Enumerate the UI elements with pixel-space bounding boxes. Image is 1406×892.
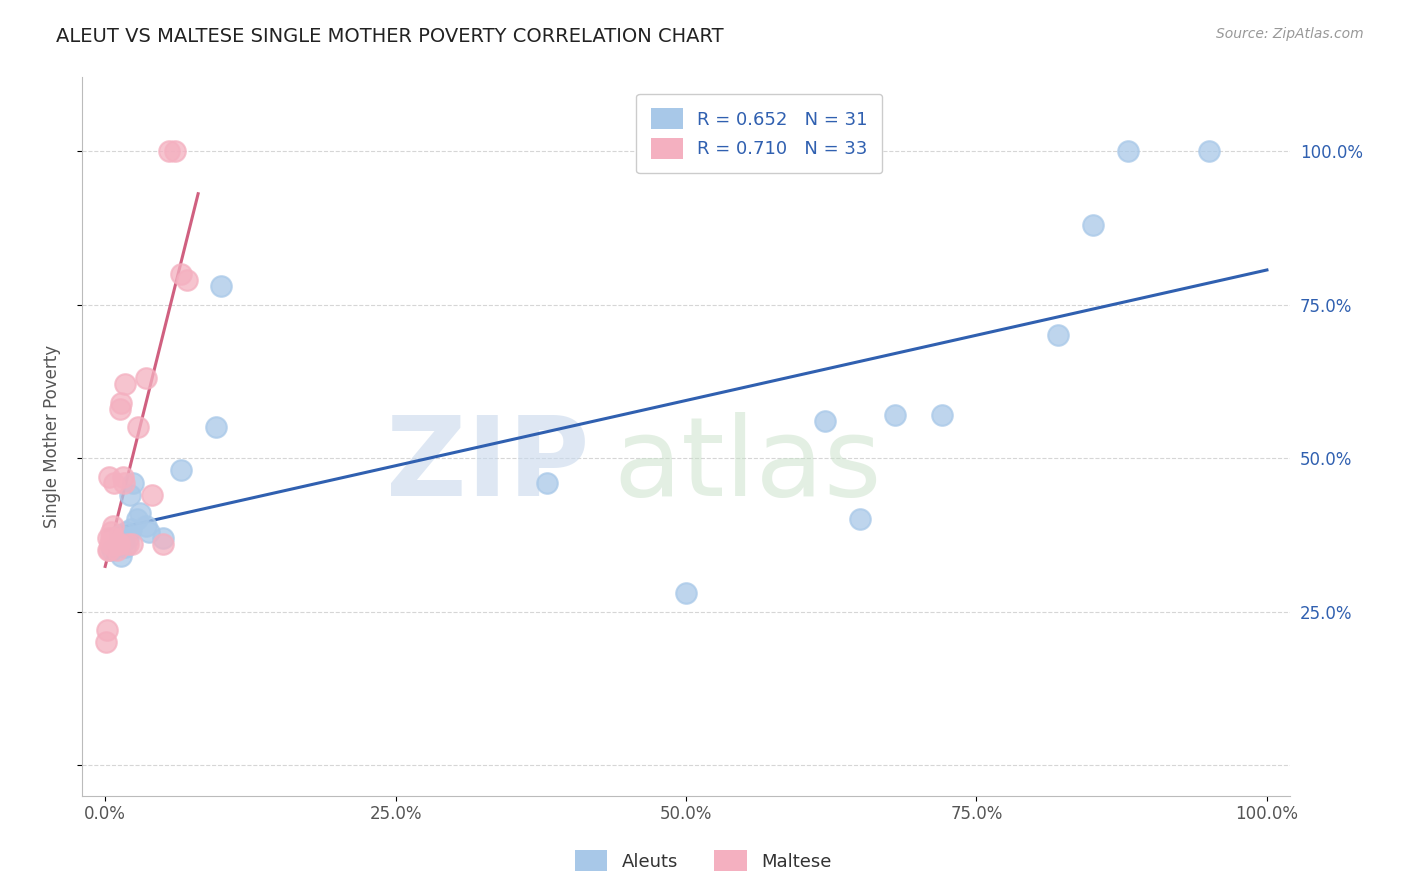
- Point: [117, 531, 139, 545]
- Point: [120, 522, 142, 536]
- Point: [96, 623, 118, 637]
- Point: [141, 488, 163, 502]
- Point: [107, 537, 129, 551]
- Point: [536, 475, 558, 490]
- Point: [152, 537, 174, 551]
- Point: [105, 543, 128, 558]
- Point: [100, 531, 122, 545]
- Point: [114, 540, 136, 554]
- Point: [129, 506, 152, 520]
- Point: [96, 635, 118, 649]
- Point: [125, 512, 148, 526]
- Point: [108, 537, 131, 551]
- Point: [104, 537, 127, 551]
- Legend: R = 0.652   N = 31, R = 0.710   N = 33: R = 0.652 N = 31, R = 0.710 N = 33: [636, 94, 883, 173]
- Point: [152, 531, 174, 545]
- Point: [135, 371, 157, 385]
- Point: [117, 537, 139, 551]
- Point: [122, 475, 145, 490]
- Point: [121, 537, 143, 551]
- Point: [110, 528, 132, 542]
- Point: [1081, 218, 1104, 232]
- Point: [108, 537, 131, 551]
- Point: [114, 377, 136, 392]
- Point: [127, 420, 149, 434]
- Point: [97, 469, 120, 483]
- Point: [1116, 144, 1139, 158]
- Text: atlas: atlas: [613, 412, 882, 519]
- Point: [170, 463, 193, 477]
- Point: [110, 533, 132, 548]
- Point: [103, 518, 125, 533]
- Point: [110, 401, 132, 416]
- Point: [675, 586, 697, 600]
- Point: [135, 518, 157, 533]
- Point: [105, 537, 128, 551]
- Point: [115, 524, 138, 539]
- Point: [176, 273, 198, 287]
- Point: [98, 537, 121, 551]
- Point: [111, 469, 134, 483]
- Point: [163, 144, 186, 158]
- Point: [97, 543, 120, 558]
- Point: [97, 531, 120, 545]
- Point: [101, 543, 124, 558]
- Point: [204, 420, 226, 434]
- Point: [170, 267, 193, 281]
- Point: [157, 144, 180, 158]
- Point: [209, 279, 232, 293]
- Point: [110, 396, 132, 410]
- Point: [118, 488, 141, 502]
- Text: ZIP: ZIP: [387, 412, 589, 519]
- Point: [1198, 144, 1220, 158]
- Point: [111, 531, 134, 545]
- Point: [1046, 328, 1069, 343]
- Point: [103, 475, 125, 490]
- Point: [138, 524, 160, 539]
- Text: ALEUT VS MALTESE SINGLE MOTHER POVERTY CORRELATION CHART: ALEUT VS MALTESE SINGLE MOTHER POVERTY C…: [56, 27, 724, 45]
- Point: [112, 533, 135, 548]
- Point: [96, 543, 118, 558]
- Point: [849, 512, 872, 526]
- Legend: Aleuts, Maltese: Aleuts, Maltese: [568, 843, 838, 879]
- Text: Source: ZipAtlas.com: Source: ZipAtlas.com: [1216, 27, 1364, 41]
- Point: [112, 475, 135, 490]
- Point: [101, 537, 124, 551]
- Point: [103, 531, 125, 545]
- Point: [100, 524, 122, 539]
- Point: [814, 414, 837, 428]
- Y-axis label: Single Mother Poverty: Single Mother Poverty: [44, 345, 60, 528]
- Point: [884, 408, 907, 422]
- Point: [931, 408, 953, 422]
- Point: [110, 549, 132, 564]
